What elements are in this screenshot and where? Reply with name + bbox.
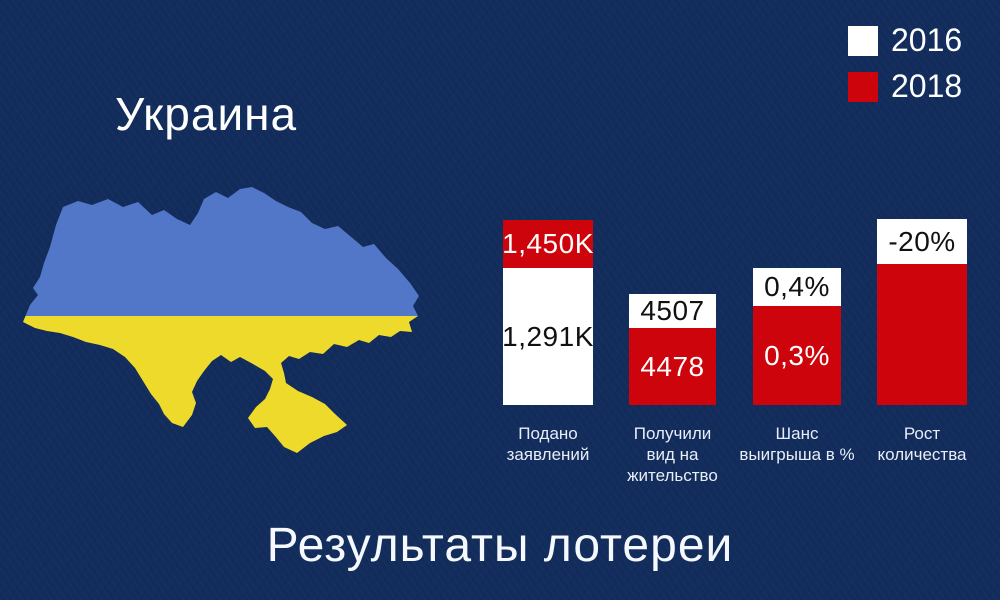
bar-segment-2016-white: 0,4%: [753, 268, 841, 306]
bar-segment-2018-red: 1,450K: [502, 220, 593, 268]
legend: 2016 2018: [848, 22, 962, 105]
legend-swatch-2018: [848, 71, 878, 102]
bar-column-4: -20%: [877, 219, 967, 405]
legend-label-2018: 2018: [891, 68, 963, 104]
bar-category-label-1: Подано заявлений: [506, 424, 590, 464]
bar-column-1: 1,450K 1,291K: [502, 220, 593, 405]
ukraine-map: [23, 187, 419, 453]
bar-category-label-2: Получили вид на жительство: [627, 424, 718, 485]
country-title: Украина: [115, 88, 298, 140]
legend-label-2016: 2016: [891, 22, 963, 58]
legend-item-2016: 2016: [848, 22, 962, 59]
bar-column-3: 0,4% 0,3%: [753, 268, 841, 405]
legend-item-2018: 2018: [848, 68, 962, 105]
bar-category-label-3: Шанс выигрыша в %: [739, 424, 855, 464]
bar-segment-2018-red: 0,3%: [753, 306, 841, 405]
bar-segment-2016-white: 4507: [629, 294, 716, 328]
bar-column-2: 4507 4478: [629, 294, 716, 405]
bar-segment-2018-white: -20%: [877, 219, 967, 264]
legend-swatch-2016: [848, 25, 878, 56]
bar-segment-2016-white: 1,291K: [502, 268, 593, 405]
bar-segment-2018-red: [877, 264, 967, 405]
main-title: Результаты лотереи: [266, 519, 734, 572]
bar-segment-2018-red: 4478: [629, 328, 716, 405]
bar-category-label-4: Рост количества: [877, 424, 967, 464]
